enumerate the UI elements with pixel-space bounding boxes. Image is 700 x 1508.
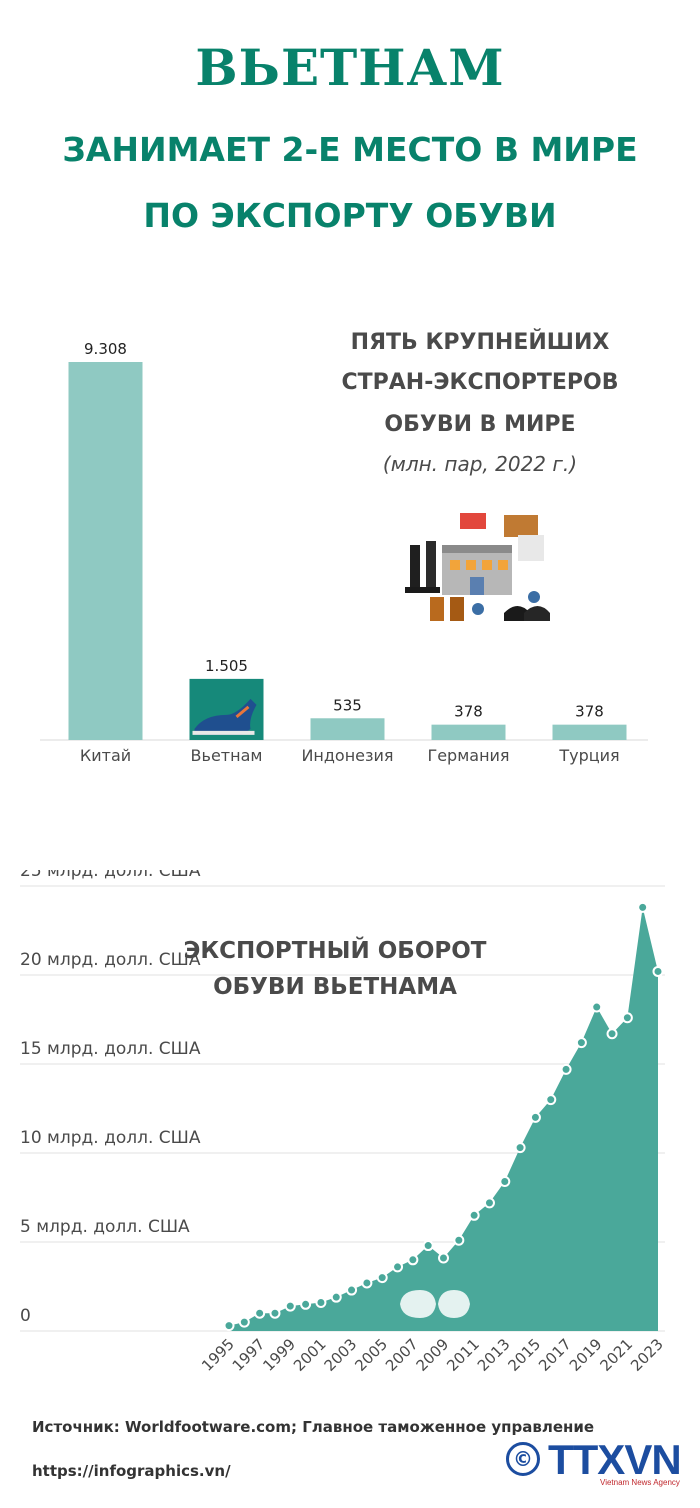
- page-subtitle-line2: ПО ЭКСПОРТУ ОБУВИ: [143, 196, 557, 235]
- data-point: [575, 1037, 587, 1049]
- data-point: [468, 1209, 480, 1221]
- data-point: [652, 965, 664, 977]
- data-point: [392, 1261, 404, 1273]
- bar-chart-title-line3: ОБУВИ В МИРЕ: [384, 412, 576, 437]
- data-point: [361, 1277, 373, 1289]
- x-tick-label: 2007: [382, 1335, 422, 1375]
- y-tick-label: 20 млрд. долл. США: [20, 950, 201, 970]
- area-chart-title-line1: ЭКСПОРТНЫЙ ОБОРОТ: [183, 938, 487, 964]
- x-tick-label: 2019: [566, 1335, 606, 1375]
- x-tick-label: 1997: [229, 1335, 269, 1375]
- data-point: [560, 1063, 572, 1075]
- data-point: [254, 1307, 266, 1319]
- data-point: [621, 1012, 633, 1024]
- bar-value-label: 535: [333, 696, 362, 714]
- data-point: [238, 1316, 250, 1328]
- x-tick-label: 2023: [627, 1335, 667, 1375]
- x-tick-label: 2015: [505, 1335, 545, 1375]
- bar-chart-title-line2: СТРАН-ЭКСПОРТЕРОВ: [341, 370, 619, 395]
- bar: [552, 724, 627, 740]
- data-point: [499, 1175, 511, 1187]
- area-chart-title-line2: ОБУВИ ВЬЕТНАМА: [213, 974, 457, 1000]
- data-point: [438, 1252, 449, 1264]
- data-point: [330, 1291, 342, 1303]
- y-tick-label: 25 млрд. долл. США: [20, 870, 201, 881]
- data-point: [529, 1111, 541, 1123]
- data-point: [407, 1254, 419, 1266]
- x-tick-label: 2009: [413, 1335, 453, 1375]
- x-tick-label: 2001: [290, 1335, 330, 1375]
- area-fill: [229, 907, 658, 1331]
- bar-value-label: 378: [575, 703, 604, 721]
- site-url[interactable]: https://infographics.vn/: [32, 1462, 231, 1480]
- data-point: [483, 1197, 495, 1209]
- y-tick-label: 10 млрд. долл. США: [20, 1128, 201, 1148]
- bar-value-label: 9.308: [84, 340, 127, 358]
- data-point: [422, 1240, 434, 1252]
- sneaker-stripe: [235, 705, 250, 719]
- data-point: [346, 1284, 358, 1296]
- sneaker-upper: [194, 698, 257, 735]
- data-point: [606, 1028, 618, 1040]
- bar-value-label: 378: [454, 703, 483, 721]
- source-note: Источник: Worldfootware.com; Главное там…: [32, 1418, 595, 1436]
- logo-subtext: Vietnam News Agency: [600, 1478, 680, 1487]
- bar-chart-title-line1: ПЯТЬ КРУПНЕЙШИХ: [350, 330, 610, 355]
- x-tick-label: 2013: [474, 1335, 514, 1375]
- y-tick-label: 15 млрд. долл. США: [20, 1039, 201, 1059]
- bar: [310, 718, 385, 740]
- data-point: [315, 1297, 327, 1309]
- logo-text: TTXVN: [548, 1436, 682, 1483]
- x-tick-label: 2021: [596, 1335, 636, 1375]
- bar-value-label: 1.505: [205, 657, 248, 675]
- copyright-icon: ©: [506, 1442, 540, 1476]
- data-point: [269, 1307, 281, 1319]
- sneaker-icon: [192, 698, 257, 735]
- export-turnover-area-chart: 0 5 млрд. долл. США 10 млрд. долл. США 15 м…: [20, 870, 667, 1375]
- data-point: [300, 1298, 312, 1310]
- bar-category-label: Германия: [427, 746, 509, 765]
- bar: [68, 362, 143, 740]
- bar-category-label: Китай: [80, 746, 131, 765]
- data-point: [637, 901, 649, 913]
- shoe-factory-icon: [405, 513, 550, 621]
- bar-category-label: Турция: [558, 746, 619, 765]
- data-point: [376, 1272, 388, 1284]
- x-tick-label: 1995: [198, 1335, 238, 1375]
- bar-category-label: Вьетнам: [191, 746, 263, 765]
- data-point: [514, 1142, 526, 1154]
- data-point: [223, 1320, 235, 1332]
- bar-category-label: Индонезия: [301, 746, 393, 765]
- y-tick-label: 0: [20, 1306, 31, 1326]
- ttxvn-logo: © TTXVN Vietnam News Agency: [500, 1436, 695, 1488]
- x-tick-label: 2005: [351, 1335, 391, 1375]
- data-point: [284, 1300, 296, 1312]
- x-tick-label: 2003: [321, 1335, 361, 1375]
- bar: [431, 724, 506, 740]
- footprint-icon: [400, 1290, 470, 1318]
- data-point: [453, 1234, 465, 1246]
- data-point: [545, 1094, 557, 1106]
- x-tick-label: 1999: [259, 1335, 299, 1375]
- sneaker-sole: [192, 730, 255, 735]
- page-title: ВЬЕТНАМ: [195, 38, 505, 97]
- y-tick-label: 5 млрд. долл. США: [20, 1217, 190, 1237]
- exporters-bar-chart: 9.308 Китай 1.505 Вьетнам 535 Индонезия 378 Гер…: [40, 340, 648, 765]
- x-tick-label: 2011: [443, 1335, 483, 1375]
- bar-chart-unit: (млн. пар, 2022 г.): [382, 452, 578, 476]
- x-tick-label: 2017: [535, 1335, 575, 1375]
- data-point: [591, 1001, 603, 1013]
- page-subtitle-line1: ЗАНИМАЕТ 2-Е МЕСТО В МИРЕ: [62, 130, 638, 169]
